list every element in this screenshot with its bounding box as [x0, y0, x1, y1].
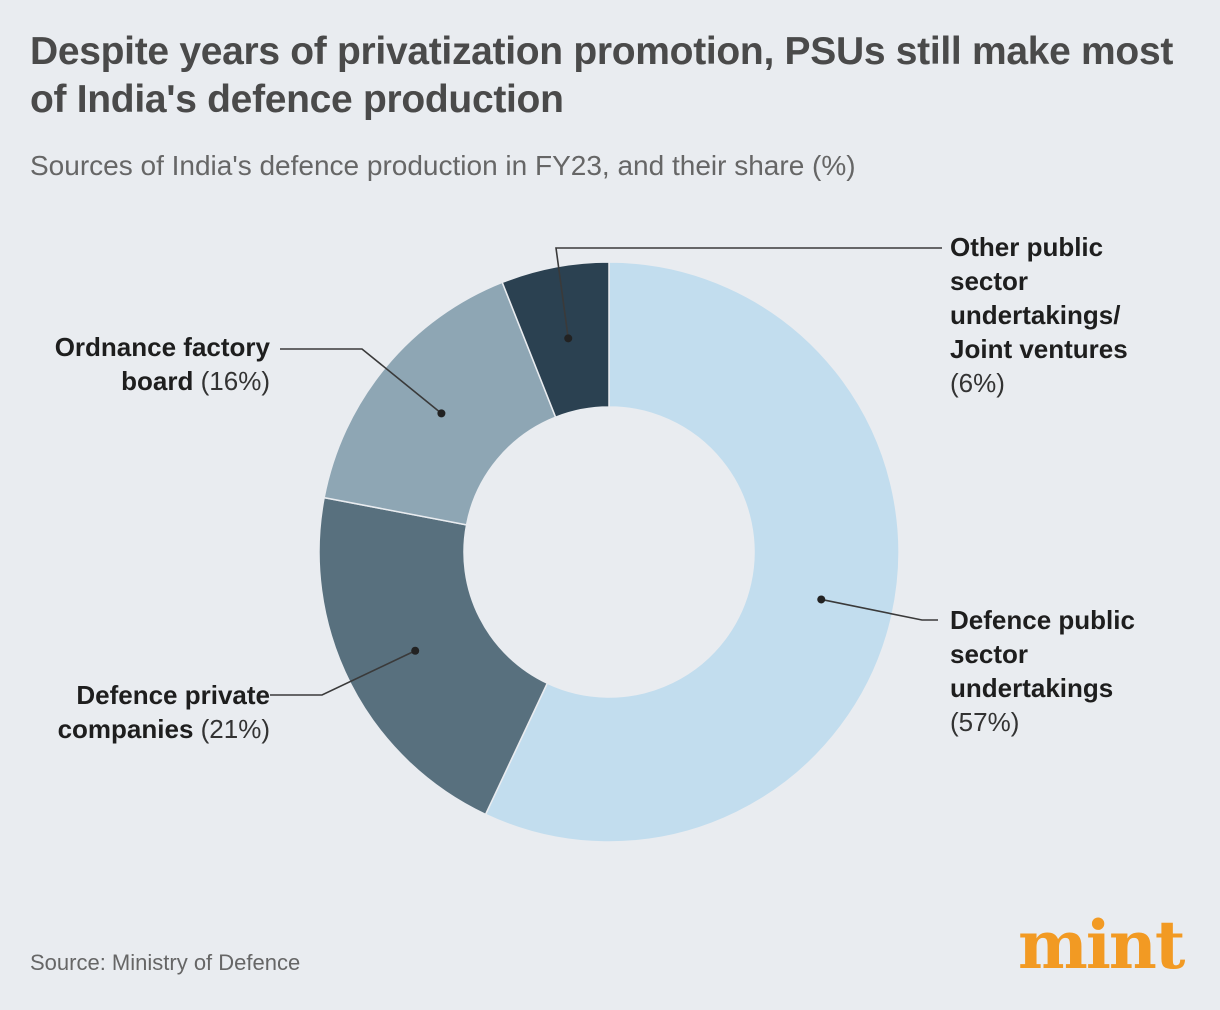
leader-dot-ordnance-factory [437, 409, 446, 418]
leader-line-other-psu [555, 247, 942, 339]
leader-dot-defence-psu [817, 595, 826, 604]
label-defence-psu: Defence public sector undertakings (57%) [950, 605, 1135, 737]
mint-logo: mint [1018, 906, 1185, 984]
label-other-psu: Other public sector undertakings/ Joint … [950, 232, 1128, 398]
leader-dot-private-companies [411, 646, 420, 655]
slice-private-companies [318, 496, 549, 816]
label-private-companies: Defence private companies (21%) [57, 680, 270, 744]
chart-subtitle: Sources of India's defence production in… [30, 150, 856, 181]
source-note: Source: Ministry of Defence [30, 950, 301, 975]
leader-line-defence-psu [821, 598, 938, 621]
leader-line-ordnance-factory [280, 348, 442, 414]
slice-other-psu [501, 261, 610, 419]
slice-ordnance-factory [323, 281, 557, 526]
label-ordnance-factory: Ordnance factory board (16%) [54, 332, 270, 396]
chart-title: Despite years of privatization promotion… [30, 30, 1174, 121]
leader-dot-other-psu [564, 334, 573, 343]
leader-line-private-companies [270, 650, 416, 696]
slice-defence-psu [484, 261, 900, 843]
